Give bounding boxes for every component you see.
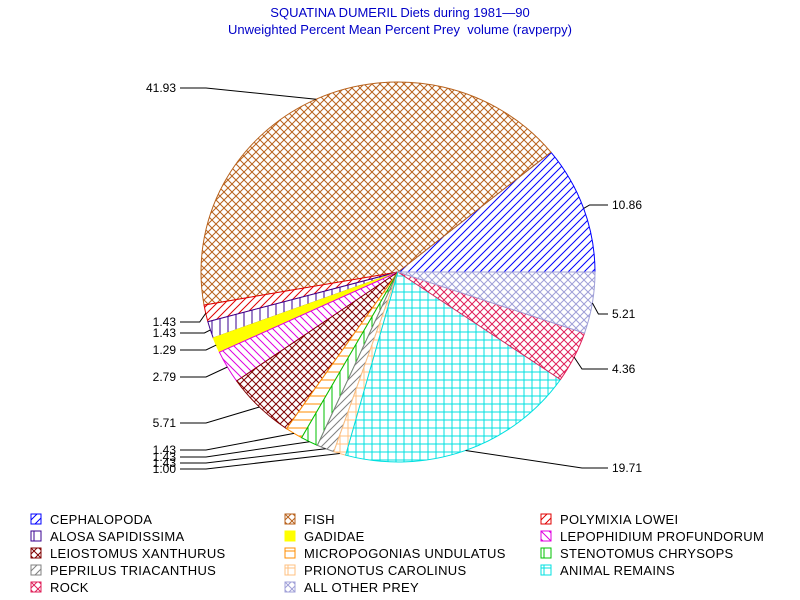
slice-value-label: 1.43: [153, 456, 177, 470]
leader-line: [591, 302, 608, 315]
slice-value-label: 4.36: [612, 362, 636, 376]
slice-value-label: 19.71: [612, 461, 642, 475]
leader-line: [180, 453, 340, 470]
pie-slice-fish: [200, 81, 552, 306]
chart-title: SQUATINA DUMERIL Diets during 1981—90: [270, 5, 530, 20]
slice-value-label: 1.43: [153, 443, 177, 457]
slice-value-label: 1.43: [153, 450, 177, 464]
leader-line: [465, 450, 608, 469]
slice-value-label: 41.93: [146, 81, 176, 95]
chart-title-block: SQUATINA DUMERIL Diets during 1981—90 Un…: [0, 4, 800, 38]
slice-value-label: 1.00: [153, 462, 177, 476]
leader-line: [180, 448, 326, 464]
slice-value-label: 1.29: [153, 343, 177, 357]
slice-value-label: 1.43: [153, 326, 177, 340]
slice-value-label: 5.71: [153, 416, 177, 430]
leader-line: [573, 356, 608, 370]
leader-line: [180, 406, 260, 424]
pie-slice-all-other-prey: [397, 271, 596, 334]
leader-line: [180, 344, 217, 351]
leader-line: [180, 313, 207, 323]
leader-line: [180, 329, 211, 334]
slice-value-label: 1.43: [153, 315, 177, 329]
leader-line: [180, 366, 228, 378]
leader-line: [583, 204, 608, 209]
leader-line: [180, 432, 295, 451]
slice-value-label: 2.79: [153, 370, 177, 384]
slice-value-label: 5.21: [612, 307, 636, 321]
pie-slice-animal-remains: [345, 271, 562, 463]
pie-leader-lines: [180, 87, 608, 470]
chart-subtitle: Unweighted Percent Mean Percent Prey vol…: [228, 22, 572, 37]
leader-line: [180, 87, 317, 100]
leader-line: [180, 441, 310, 458]
slice-value-label: 10.86: [612, 198, 642, 212]
pie-value-labels: 10.8641.931.431.431.292.795.711.431.431.…: [146, 81, 642, 476]
pie-slices: [200, 81, 596, 463]
